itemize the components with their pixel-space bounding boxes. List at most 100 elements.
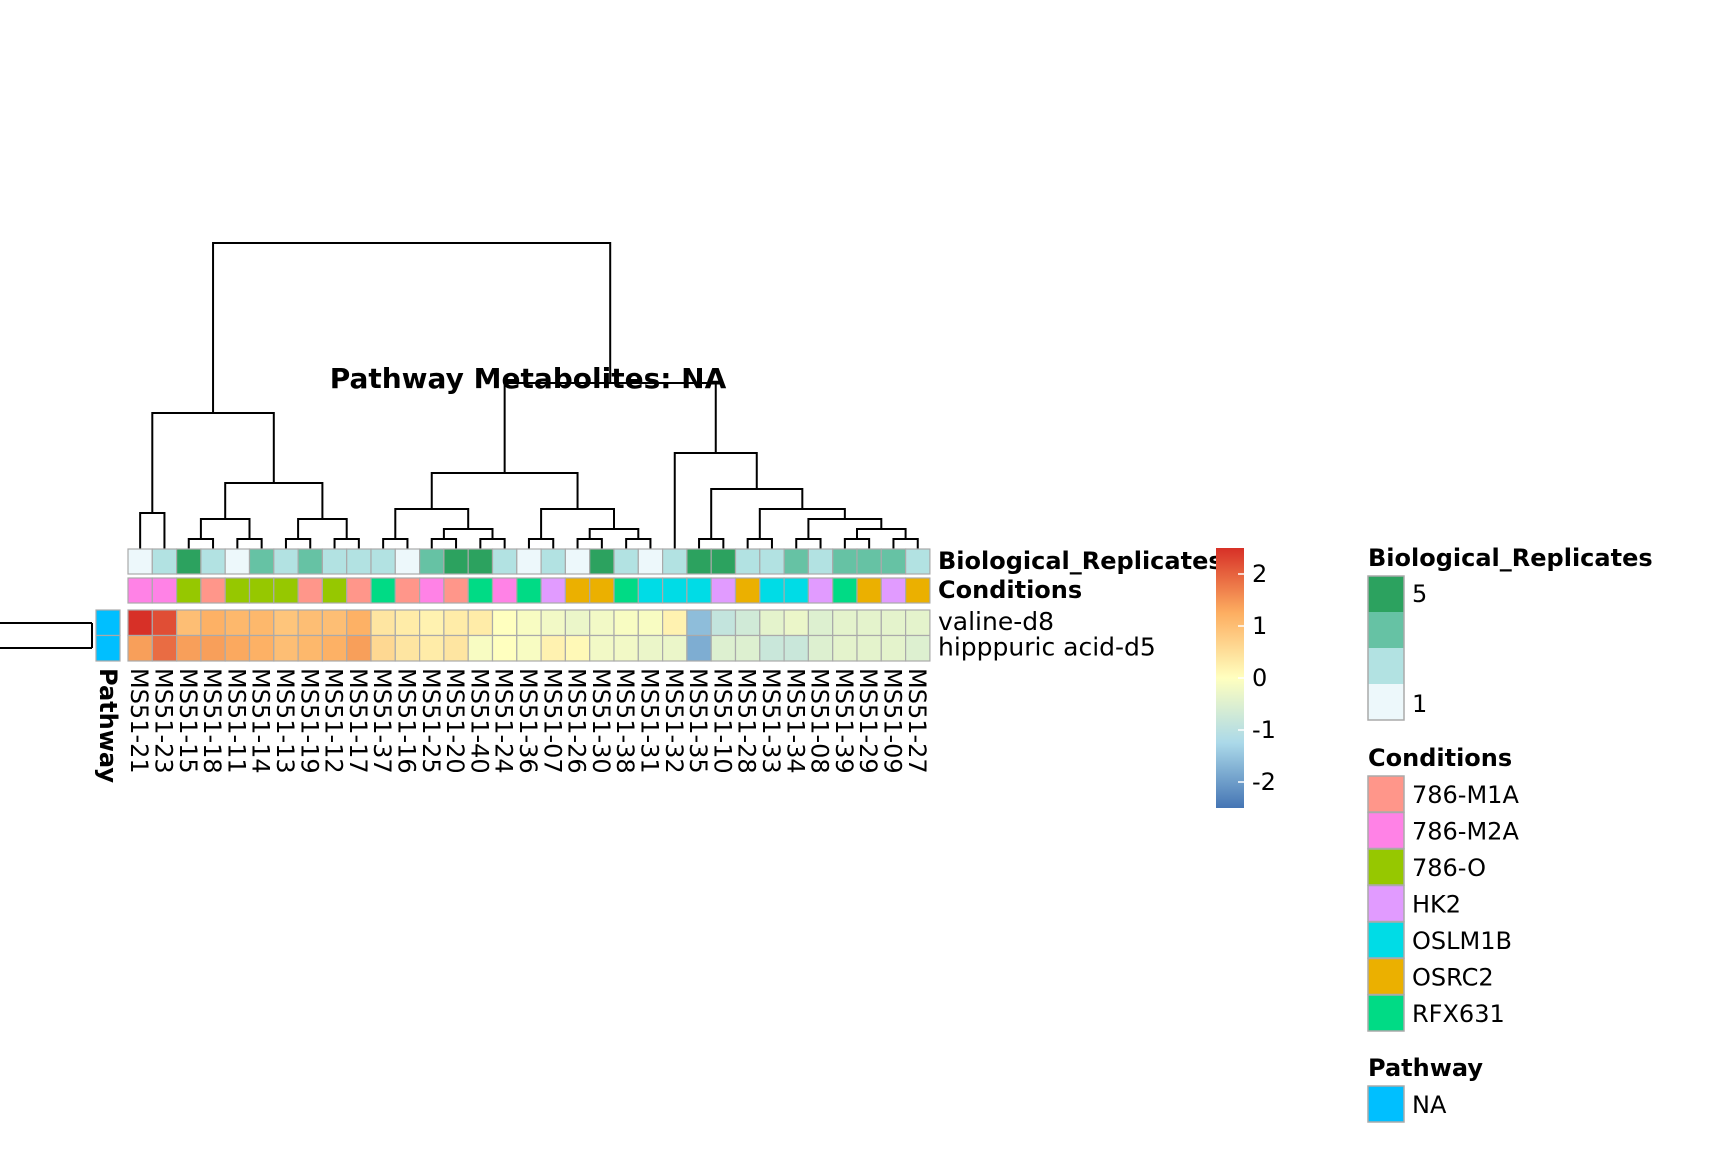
condition-cell <box>783 577 809 604</box>
heatmap-cell <box>467 609 494 637</box>
dendrogram-branch <box>673 452 758 549</box>
column-label: MS51-07 <box>538 668 566 774</box>
annotation-legends: Biological_Replicates 5 1 Conditions 786-M1A… <box>1367 544 1653 1123</box>
legend-swatch-condition <box>1367 884 1405 923</box>
legend-swatch-replicate <box>1368 648 1404 684</box>
dendrogram-branch <box>224 482 324 519</box>
heatmap-cell <box>346 609 372 637</box>
heatmap-cell <box>564 609 591 637</box>
replicate-cell <box>467 548 494 575</box>
column-label: MS51-21 <box>125 668 153 774</box>
column-label: MS51-28 <box>733 668 761 774</box>
column-label: MS51-18 <box>198 668 226 774</box>
replicate-cell <box>832 548 858 575</box>
colorbar-tick-label: 2 <box>1252 560 1267 588</box>
legend-label-condition: HK2 <box>1412 891 1461 919</box>
legend-label-pathway: NA <box>1412 1091 1447 1119</box>
heatmap-cell <box>637 634 664 662</box>
dendrogram-branch <box>892 538 919 549</box>
heatmap-cell <box>491 609 518 637</box>
heatmap-cell <box>661 634 688 662</box>
heatmap-cell <box>807 634 834 662</box>
dendrogram-branch <box>856 528 907 539</box>
legend-swatch-condition <box>1367 848 1405 886</box>
column-label: MS51-35 <box>684 668 712 774</box>
condition-cell <box>273 577 299 604</box>
heatmap-cell <box>516 609 542 637</box>
condition-cell <box>321 577 348 604</box>
dendrogram-branch <box>758 508 846 539</box>
legend-title-replicates: Biological_Replicates <box>1368 544 1653 572</box>
condition-cell <box>686 577 712 604</box>
dendrogram-branch <box>430 538 458 549</box>
column-label: MS51-13 <box>271 668 299 774</box>
condition-cell <box>661 577 688 604</box>
heatmap-cell <box>321 634 348 662</box>
legend-swatch-condition <box>1367 811 1405 850</box>
replicate-cell <box>686 548 712 575</box>
heatmap-cell <box>589 609 615 637</box>
heatmap-cell <box>661 609 688 637</box>
colorbar-tick-label: 0 <box>1252 664 1267 692</box>
heatmap-cell <box>248 634 275 662</box>
heatmap-cell <box>273 609 299 637</box>
heatmap-cell <box>637 609 664 637</box>
legend-label-condition: 786-O <box>1412 854 1486 882</box>
column-label: MS51-14 <box>247 668 275 774</box>
column-label: MS51-31 <box>635 668 663 774</box>
replicate-cell <box>589 548 615 575</box>
legend-swatch-condition <box>1367 957 1405 996</box>
condition-cell <box>564 577 591 604</box>
replicate-cell <box>637 548 664 575</box>
heatmap-cell <box>224 634 251 662</box>
legend-swatch-replicate <box>1368 612 1404 648</box>
column-label: MS51-17 <box>344 668 372 774</box>
heatmap-cell <box>710 609 737 637</box>
heatmap-cell <box>297 634 324 662</box>
column-label: MS51-38 <box>611 668 639 774</box>
replicate-cell <box>321 548 348 575</box>
heatmap-cell <box>419 609 445 637</box>
dendrogram-branch <box>576 538 603 549</box>
heatmap-cell <box>127 634 153 662</box>
heatmap-cell <box>880 609 907 637</box>
heatmap-cell <box>856 634 882 662</box>
track-label-conditions: Conditions <box>938 576 1082 604</box>
heatmap-cell <box>613 609 639 637</box>
row-dendrogram <box>0 622 93 649</box>
replicate-cell <box>127 548 153 575</box>
heatmap-cell <box>297 609 324 637</box>
condition-cell <box>637 577 664 604</box>
replicate-cell <box>540 548 566 575</box>
column-label: MS51-24 <box>490 668 518 774</box>
condition-cell <box>807 577 834 604</box>
column-label: MS51-25 <box>417 668 445 774</box>
replicate-cell <box>394 548 421 575</box>
legend-label-condition: 786-M1A <box>1412 781 1519 809</box>
dendrogram-branch <box>333 538 360 549</box>
replicate-cell <box>880 548 907 575</box>
column-label: MS51-20 <box>441 668 469 774</box>
condition-cell <box>516 577 542 604</box>
heatmap-cell <box>346 634 372 662</box>
dendrogram-branch <box>588 528 640 539</box>
heatmap-cell <box>686 634 712 662</box>
dendrogram-branch <box>382 538 409 549</box>
legend-label-replicate-low: 1 <box>1412 690 1427 718</box>
replicate-cell <box>904 548 931 575</box>
pathway-cell <box>95 634 121 662</box>
heatmap-cell <box>589 634 615 662</box>
replicate-cell <box>176 548 202 575</box>
legend-title-pathway: Pathway <box>1368 1054 1483 1082</box>
dendrogram-branch <box>698 538 725 549</box>
condition-cell <box>467 577 494 604</box>
column-label: MS51-29 <box>854 668 882 774</box>
condition-cell <box>394 577 421 604</box>
condition-cell <box>759 577 785 604</box>
condition-cell <box>856 577 882 604</box>
legend-frame-replicates <box>1367 575 1405 721</box>
row-label: hipppuric acid-d5 <box>938 633 1156 662</box>
condition-cell <box>297 577 324 604</box>
